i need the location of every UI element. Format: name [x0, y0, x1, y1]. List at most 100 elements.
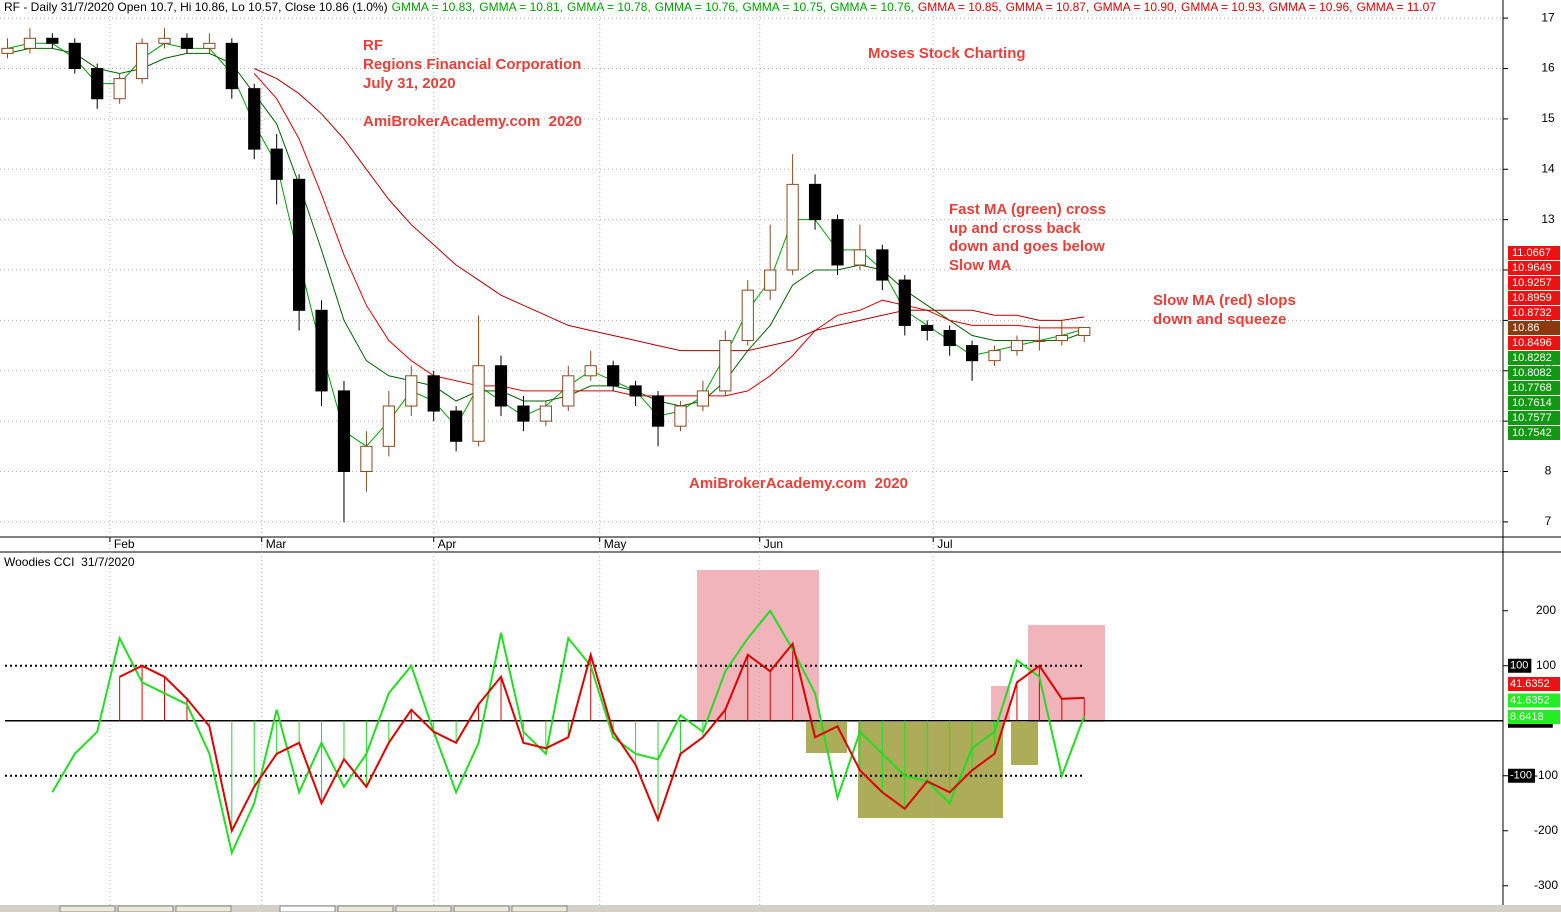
candle-body — [1033, 340, 1046, 343]
y-tick-label: 15 — [1541, 111, 1555, 125]
candle-body — [898, 279, 911, 326]
y-tick-label: 14 — [1541, 161, 1555, 175]
value-label: 41.6352 — [1510, 694, 1550, 706]
annotation: RF — [363, 37, 383, 54]
price-label: 10.7614 — [1512, 397, 1552, 409]
gmma-line — [253, 68, 1085, 352]
x-tick-label: Mar — [266, 537, 287, 551]
candle-body — [674, 405, 687, 427]
value-label-box — [1508, 693, 1560, 708]
candle-body — [225, 42, 238, 90]
candle-body — [472, 365, 485, 442]
highlight-box — [1011, 722, 1038, 765]
header-gmma: GMMA = 10.76, — [830, 0, 914, 14]
x-tick-label: May — [604, 537, 627, 551]
price-label-box — [1508, 351, 1560, 365]
annotation: Slow MA (red) slops — [1153, 292, 1296, 309]
candle-body — [853, 249, 867, 266]
sheet-tab[interactable] — [117, 905, 174, 912]
y-tick-label: 17 — [1541, 10, 1555, 24]
candle-body — [629, 385, 642, 397]
candle-body — [651, 395, 665, 427]
cci-line — [119, 641, 1085, 834]
candle-body — [180, 37, 194, 49]
annotation: Regions Financial Corporation — [363, 56, 581, 73]
candle-body — [113, 78, 126, 100]
sheet-tab[interactable] — [511, 905, 568, 912]
candle-body — [248, 88, 261, 150]
header-text: RF - Daily 31/7/2020 Open 10.7, Hi 10.86… — [4, 0, 388, 14]
sheet-tab[interactable] — [395, 905, 452, 912]
level-label: 100 — [1510, 660, 1528, 672]
candle-body — [943, 329, 956, 347]
price-label-box — [1508, 366, 1560, 380]
price-label: 10.7577 — [1512, 412, 1552, 424]
candle-body — [315, 309, 328, 392]
sheet-tab[interactable] — [337, 905, 394, 912]
header-gmma: GMMA = 10.93, — [1181, 0, 1265, 14]
candle-body — [1055, 334, 1068, 342]
annotation: AmiBrokerAcademy.com 2020 — [363, 113, 582, 130]
candle-body — [450, 410, 463, 442]
y-tick-label: 16 — [1541, 61, 1555, 75]
header-gmma: GMMA = 10.90, — [1093, 0, 1177, 14]
candle-body — [696, 390, 710, 407]
header-gmma: GMMA = 10.76, — [655, 0, 739, 14]
header-gmma: GMMA = 10.87, — [1006, 0, 1090, 14]
price-label-box — [1508, 291, 1560, 305]
x-tick-label: Jun — [764, 537, 783, 551]
candle-body — [607, 365, 620, 387]
highlight-box — [1028, 625, 1105, 722]
candle-body — [1010, 340, 1024, 352]
header-gmma: GMMA = 11.07 — [1356, 0, 1436, 14]
sheet-tab[interactable] — [59, 905, 116, 912]
sheet-tab[interactable] — [453, 905, 510, 912]
price-label: 10.7768 — [1512, 382, 1552, 394]
y-tick-label: 13 — [1541, 212, 1555, 226]
price-label-box — [1508, 246, 1560, 260]
candle-body — [360, 445, 373, 473]
y-tick-label: -100 — [1534, 768, 1558, 782]
price-label-box — [1508, 261, 1560, 275]
candle-body — [988, 350, 1001, 362]
candle-body — [337, 390, 351, 473]
cci-title: Woodies CCI 31/7/2020 — [4, 555, 135, 569]
candle-body — [427, 375, 440, 412]
value-label: 41.6352 — [1510, 678, 1550, 690]
annotation: Moses Stock Charting — [868, 45, 1026, 62]
candle-body — [562, 375, 575, 407]
candle-body — [46, 37, 59, 44]
candle-body — [1, 47, 14, 54]
candle-body — [68, 42, 81, 70]
sheet-tab[interactable] — [279, 905, 336, 912]
x-tick-label: Jul — [937, 537, 952, 551]
candle-body — [808, 183, 822, 221]
candle-body — [786, 183, 799, 271]
candle-body — [270, 148, 283, 180]
annotation: July 31, 2020 — [363, 75, 456, 92]
candle-body — [764, 269, 777, 291]
annotation: AmiBrokerAcademy.com 2020 — [689, 475, 908, 492]
cci-line — [51, 609, 1086, 856]
price-label: 10.8082 — [1512, 367, 1552, 379]
candle-body — [158, 37, 171, 44]
candle-body — [135, 42, 149, 80]
level-label: -100 — [1510, 770, 1532, 782]
y-tick-label: 7 — [1545, 514, 1552, 528]
price-label: 10.8959 — [1512, 292, 1552, 304]
y-tick-label: 8 — [1545, 464, 1552, 478]
sheet-tabs — [0, 905, 1561, 912]
highlight-box — [858, 722, 1003, 818]
sheet-tab[interactable] — [175, 905, 232, 912]
candle-body — [719, 340, 732, 392]
tab-bar — [0, 905, 1561, 912]
candle-body — [382, 405, 395, 447]
level-label-box — [1508, 658, 1532, 673]
annotation: Fast MA (green) cross — [949, 201, 1106, 218]
annotation: Slow MA — [949, 257, 1012, 274]
candle-body — [405, 375, 418, 407]
price-label: 10.8282 — [1512, 352, 1552, 364]
